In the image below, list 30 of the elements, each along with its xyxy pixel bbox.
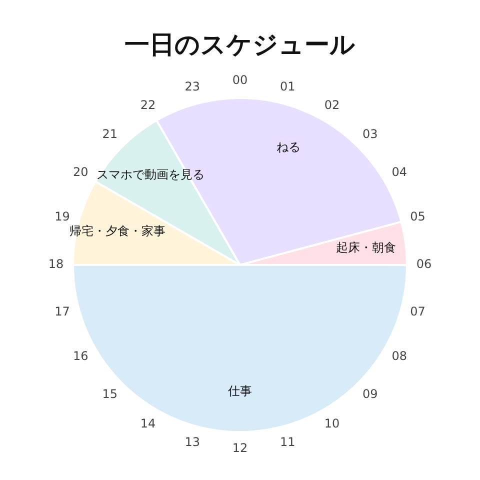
slice-label: ねる xyxy=(276,140,301,154)
text: 18 xyxy=(48,257,64,272)
text: 02 xyxy=(324,98,340,112)
text: 07 xyxy=(410,304,426,319)
text: 14 xyxy=(140,416,156,430)
text: 01 xyxy=(280,79,296,94)
text: 13 xyxy=(184,434,200,449)
text: 04 xyxy=(392,165,407,180)
text: 03 xyxy=(362,127,378,142)
text: 05 xyxy=(410,210,426,224)
slice-label: 起床・朝食 xyxy=(336,240,396,255)
slice-label: スマホで動画を見る xyxy=(96,167,204,182)
text: 21 xyxy=(102,127,118,142)
text: 17 xyxy=(54,304,70,319)
text: 15 xyxy=(102,387,118,402)
text: 20 xyxy=(73,165,88,180)
slice-label: 帰宅・夕食・家事 xyxy=(69,224,166,238)
text: 11 xyxy=(280,434,296,449)
text: 09 xyxy=(362,387,378,402)
text: 10 xyxy=(324,416,340,430)
text: 19 xyxy=(54,210,70,224)
text: 16 xyxy=(73,349,88,364)
text: 06 xyxy=(416,257,432,272)
slice-label: 仕事 xyxy=(226,384,252,398)
text: 00 xyxy=(232,73,248,88)
text: 08 xyxy=(392,349,407,364)
text: 12 xyxy=(232,441,248,456)
text: 23 xyxy=(184,79,200,94)
chart-title: 一日のスケジュール xyxy=(124,29,356,61)
text: 22 xyxy=(140,98,156,112)
